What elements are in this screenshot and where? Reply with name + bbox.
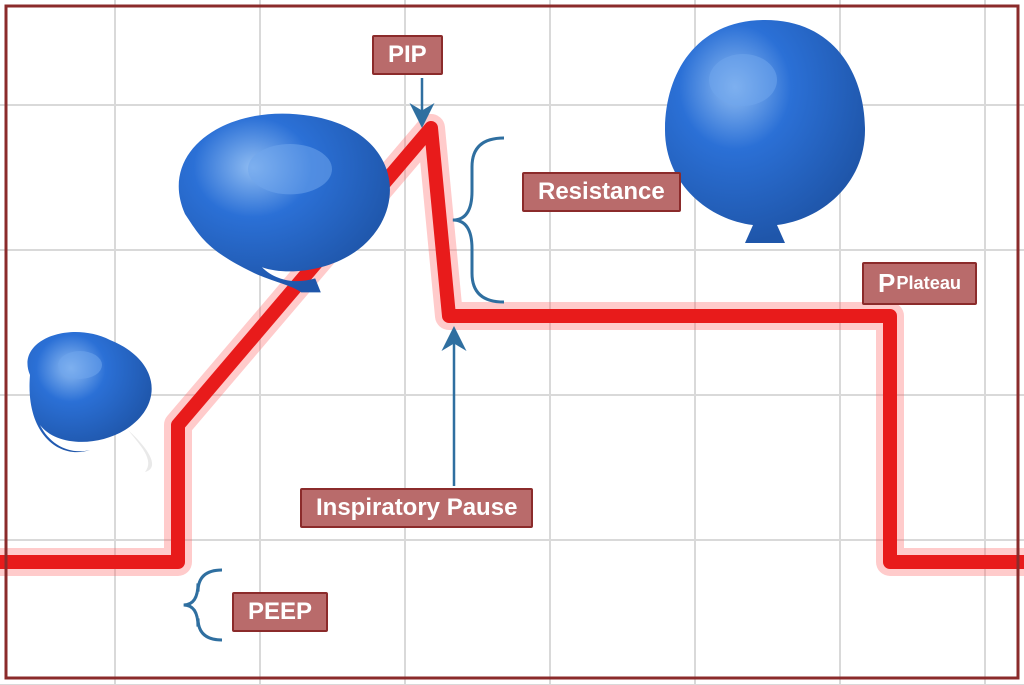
label-pip: PIP [372,35,443,75]
label-peep-text: PEEP [248,598,312,626]
diagram-svg [0,0,1024,685]
label-resistance: Resistance [522,172,681,212]
label-resistance-text: Resistance [538,178,665,206]
label-inspiratory-pause-text: Inspiratory Pause [316,494,517,522]
background [0,0,1024,685]
label-plateau-sub: Plateau [896,273,961,294]
label-plateau: PPlateau [862,262,977,305]
label-plateau-main: P [878,268,895,299]
label-inspiratory-pause: Inspiratory Pause [300,488,533,528]
diagram-frame: PIP Resistance PPlateau Inspiratory Paus… [0,0,1024,685]
label-peep: PEEP [232,592,328,632]
label-pip-text: PIP [388,41,427,69]
